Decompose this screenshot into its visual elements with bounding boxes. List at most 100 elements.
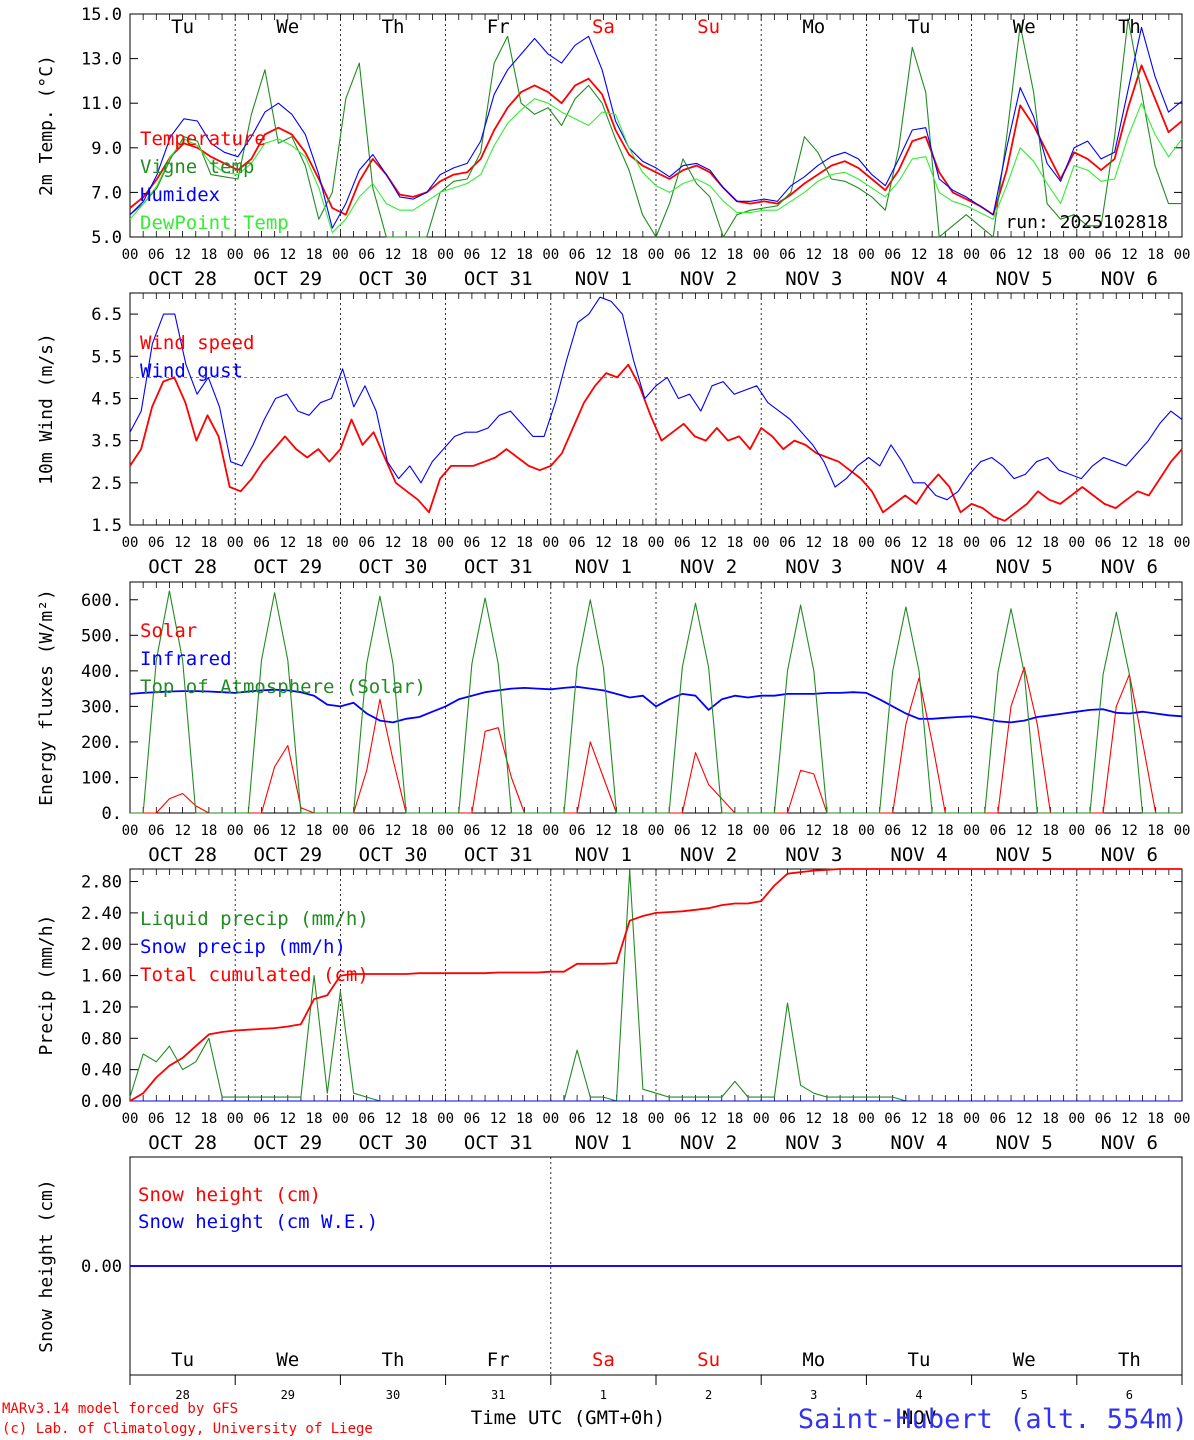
- date-label: NOV 3: [785, 844, 842, 866]
- hour-label: 06: [253, 823, 270, 839]
- hour-label: 06: [674, 535, 691, 551]
- hour-label: 18: [516, 823, 533, 839]
- hour-label: 18: [1042, 535, 1059, 551]
- hour-label: 00: [332, 247, 349, 263]
- date-label: NOV 6: [1101, 556, 1158, 578]
- hour-label: 18: [832, 247, 849, 263]
- date-label: OCT 28: [148, 844, 217, 866]
- date-label: OCT 30: [359, 556, 428, 578]
- hour-label: 00: [122, 535, 139, 551]
- legend-vigne-temp: Vigne temp: [140, 156, 254, 178]
- hour-label: 06: [1095, 1111, 1112, 1127]
- date-label: NOV 2: [680, 556, 737, 578]
- hour-label: 06: [989, 535, 1006, 551]
- legend-liquid-precip-mm-h: Liquid precip (mm/h): [140, 908, 369, 930]
- date-label: NOV 1: [575, 268, 632, 290]
- hour-label: 12: [1016, 823, 1033, 839]
- hour-label: 18: [726, 823, 743, 839]
- day-number-label: 4: [915, 1388, 922, 1402]
- date-label: OCT 29: [253, 1132, 322, 1154]
- hour-label: 00: [227, 1111, 244, 1127]
- hour-label: 06: [1095, 823, 1112, 839]
- hour-label: 18: [306, 535, 323, 551]
- hour-label-end: 00: [1174, 247, 1191, 263]
- hour-label: 18: [411, 823, 428, 839]
- hour-label: 12: [385, 535, 402, 551]
- hour-label: 18: [621, 823, 638, 839]
- hour-label: 12: [490, 535, 507, 551]
- weekday-label: Tu: [908, 16, 931, 38]
- hour-label: 00: [122, 1111, 139, 1127]
- hour-label: 18: [1042, 247, 1059, 263]
- hour-label: 06: [1095, 535, 1112, 551]
- hour-label: 06: [358, 1111, 375, 1127]
- date-label: NOV 5: [996, 556, 1053, 578]
- legend-snow-height-cm-w-e: Snow height (cm W.E.): [138, 1211, 378, 1233]
- hour-label: 18: [411, 247, 428, 263]
- date-label: NOV 6: [1101, 844, 1158, 866]
- series-wind-gust: [129, 296, 1183, 501]
- weekday-label-bottom: We: [276, 1349, 299, 1371]
- hour-label: 06: [989, 247, 1006, 263]
- date-label: NOV 5: [996, 268, 1053, 290]
- precip-y-tick-label: 2.40: [81, 904, 122, 924]
- legend-snow-precip-mm-h: Snow precip (mm/h): [140, 936, 346, 958]
- date-label: OCT 31: [464, 268, 533, 290]
- legend-temperature: Temperature: [140, 128, 266, 150]
- hour-label: 18: [306, 823, 323, 839]
- date-label: NOV 3: [785, 268, 842, 290]
- hour-label: 18: [1042, 1111, 1059, 1127]
- hour-label: 18: [411, 1111, 428, 1127]
- temperature-y-tick-label: 7.0: [91, 183, 122, 203]
- hour-label: 12: [595, 1111, 612, 1127]
- legend-infrared: Infrared: [140, 648, 232, 670]
- hour-label: 00: [437, 535, 454, 551]
- hour-label: 12: [805, 535, 822, 551]
- day-number-label: 30: [386, 1388, 400, 1402]
- date-label: NOV 1: [575, 1132, 632, 1154]
- series-vigne-temp: [129, 17, 1182, 238]
- day-number-label: 1: [600, 1388, 607, 1402]
- energy-y-tick-label: 100.: [81, 768, 122, 788]
- x-axis-title: Time UTC (GMT+0h): [471, 1407, 665, 1429]
- hour-label: 12: [911, 823, 928, 839]
- hour-label: 12: [490, 247, 507, 263]
- hour-label: 00: [753, 823, 770, 839]
- hour-label: 18: [306, 1111, 323, 1127]
- precip-y-tick-label: 1.60: [81, 967, 122, 987]
- date-label: OCT 29: [253, 556, 322, 578]
- hour-label: 12: [385, 823, 402, 839]
- hour-label: 18: [200, 247, 217, 263]
- hour-label: 00: [122, 247, 139, 263]
- weekday-label: Su: [697, 16, 720, 38]
- weekday-label: Mo: [802, 16, 825, 38]
- date-label: OCT 28: [148, 268, 217, 290]
- hour-label-end: 00: [1174, 1111, 1191, 1127]
- hour-label: 06: [674, 1111, 691, 1127]
- day-number-label: 6: [1126, 1388, 1133, 1402]
- series-top-of-atmosphere-solar: [130, 590, 1182, 814]
- hour-label: 18: [832, 535, 849, 551]
- hour-label: 18: [1042, 823, 1059, 839]
- hour-label: 00: [542, 1111, 559, 1127]
- legend-total-cumulated-cm: Total cumulated (cm): [140, 964, 369, 986]
- hour-label: 12: [279, 535, 296, 551]
- hour-label: 06: [569, 535, 586, 551]
- weekday-label-bottom: Su: [697, 1349, 720, 1371]
- hour-label: 06: [674, 823, 691, 839]
- hour-label: 18: [832, 1111, 849, 1127]
- temperature-y-tick-label: 9.0: [91, 139, 122, 159]
- hour-label: 12: [1121, 1111, 1138, 1127]
- hour-label: 06: [1095, 247, 1112, 263]
- hour-label: 00: [963, 1111, 980, 1127]
- precip-y-tick-label: 2.00: [81, 935, 122, 955]
- hour-label: 06: [148, 1111, 165, 1127]
- weekday-label-bottom: Tu: [908, 1349, 931, 1371]
- wind-y-tick-label: 6.5: [91, 305, 122, 325]
- hour-label: 00: [332, 823, 349, 839]
- hour-label: 00: [648, 247, 665, 263]
- hour-label: 12: [805, 1111, 822, 1127]
- hour-label: 06: [884, 823, 901, 839]
- date-label: NOV 5: [996, 1132, 1053, 1154]
- hour-label: 18: [832, 823, 849, 839]
